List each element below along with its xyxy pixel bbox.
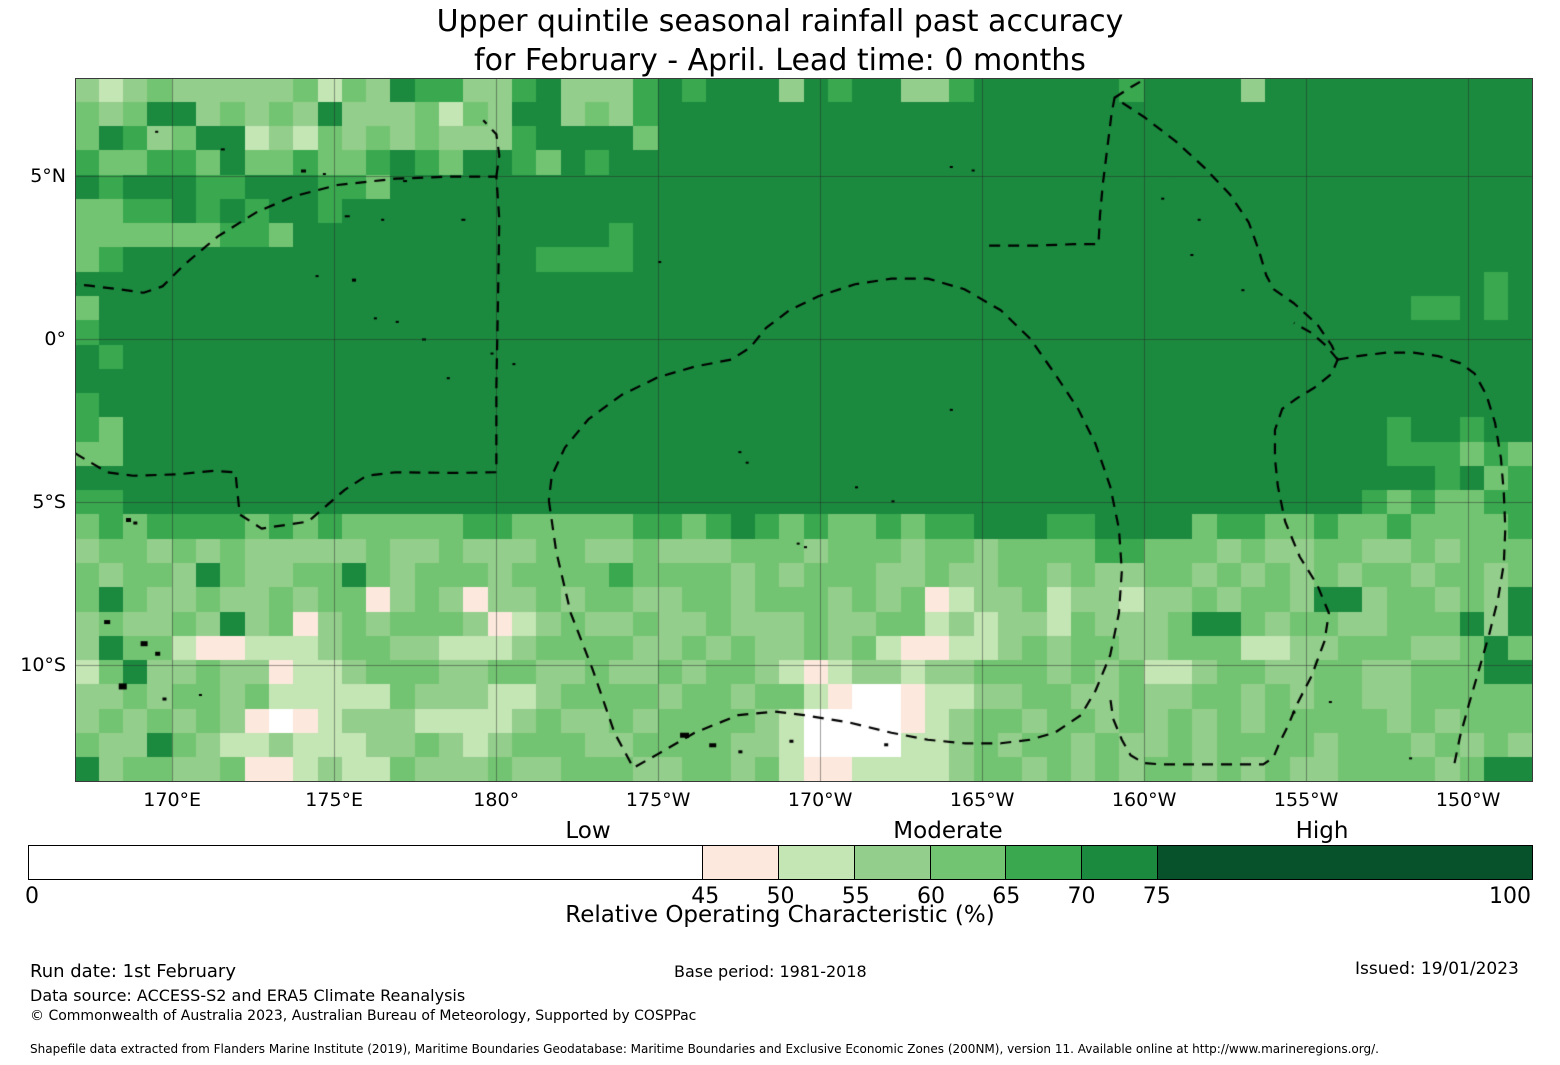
colorbar-tick-label: 65 xyxy=(992,884,1021,909)
colorbar-segment xyxy=(853,846,930,879)
latitude-tick-label: 5°N xyxy=(30,164,66,187)
chart-title-line-1: Upper quintile seasonal rainfall past ac… xyxy=(436,4,1124,39)
eez-boundary-layer xyxy=(75,78,1533,782)
chart-title-line-2: for February - April. Lead time: 0 month… xyxy=(474,43,1086,78)
longitude-tick-label: 175°E xyxy=(305,789,364,811)
latitude-tick-label: 0° xyxy=(44,327,66,350)
colorbar-tick-label: 100 xyxy=(1489,884,1531,909)
colorbar xyxy=(28,845,1533,880)
chart-title: Upper quintile seasonal rainfall past ac… xyxy=(0,0,1560,80)
longitude-tick-label: 175°W xyxy=(625,789,691,811)
latitude-tick-label: 5°S xyxy=(32,490,66,513)
colorbar-tick-label: 50 xyxy=(766,884,795,909)
colorbar-segment xyxy=(777,846,854,879)
colorbar-category-label: Moderate xyxy=(893,818,1003,844)
longitude-tick-label: 170°W xyxy=(787,789,853,811)
colorbar-segment xyxy=(29,846,703,879)
colorbar-segment xyxy=(1005,846,1082,879)
colorbar-segment xyxy=(702,846,778,879)
colorbar-gradient xyxy=(28,845,1533,880)
map-plot-area xyxy=(75,78,1533,782)
footer-base-period: Base period: 1981-2018 xyxy=(674,962,867,981)
longitude-tick-label: 165°W xyxy=(949,789,1015,811)
colorbar-category-label: High xyxy=(1295,818,1349,844)
footer-issued-date: Issued: 19/01/2023 xyxy=(1355,959,1519,979)
colorbar-segment xyxy=(929,846,1006,879)
longitude-tick-label: 150°W xyxy=(1435,789,1501,811)
colorbar-tick-label: 70 xyxy=(1067,884,1096,909)
colorbar-tick-label: 60 xyxy=(917,884,945,909)
longitude-tick-label: 155°W xyxy=(1273,789,1339,811)
longitude-tick-label: 160°W xyxy=(1111,789,1177,811)
colorbar-axis-label: Relative Operating Characteristic (%) xyxy=(565,902,995,928)
colorbar-segment xyxy=(1156,846,1532,879)
longitude-tick-label: 180° xyxy=(473,789,520,811)
footer-data-source: Data source: ACCESS-S2 and ERA5 Climate … xyxy=(30,986,466,1005)
colorbar-segment xyxy=(1081,846,1157,879)
colorbar-tick-label: 45 xyxy=(691,884,720,909)
longitude-tick-label: 170°E xyxy=(143,789,202,811)
footer-copyright: © Commonwealth of Australia 2023, Austra… xyxy=(30,1008,697,1024)
footer-run-date: Run date: 1st February xyxy=(30,961,236,982)
colorbar-tick-label: 75 xyxy=(1142,884,1171,909)
colorbar-category-label: Low xyxy=(565,818,611,844)
colorbar-tick-label: 55 xyxy=(841,884,870,909)
colorbar-tick-label: 0 xyxy=(25,884,39,909)
latitude-tick-label: 10°S xyxy=(20,653,66,676)
footer-shapefile-attribution: Shapefile data extracted from Flanders M… xyxy=(30,1042,1379,1056)
